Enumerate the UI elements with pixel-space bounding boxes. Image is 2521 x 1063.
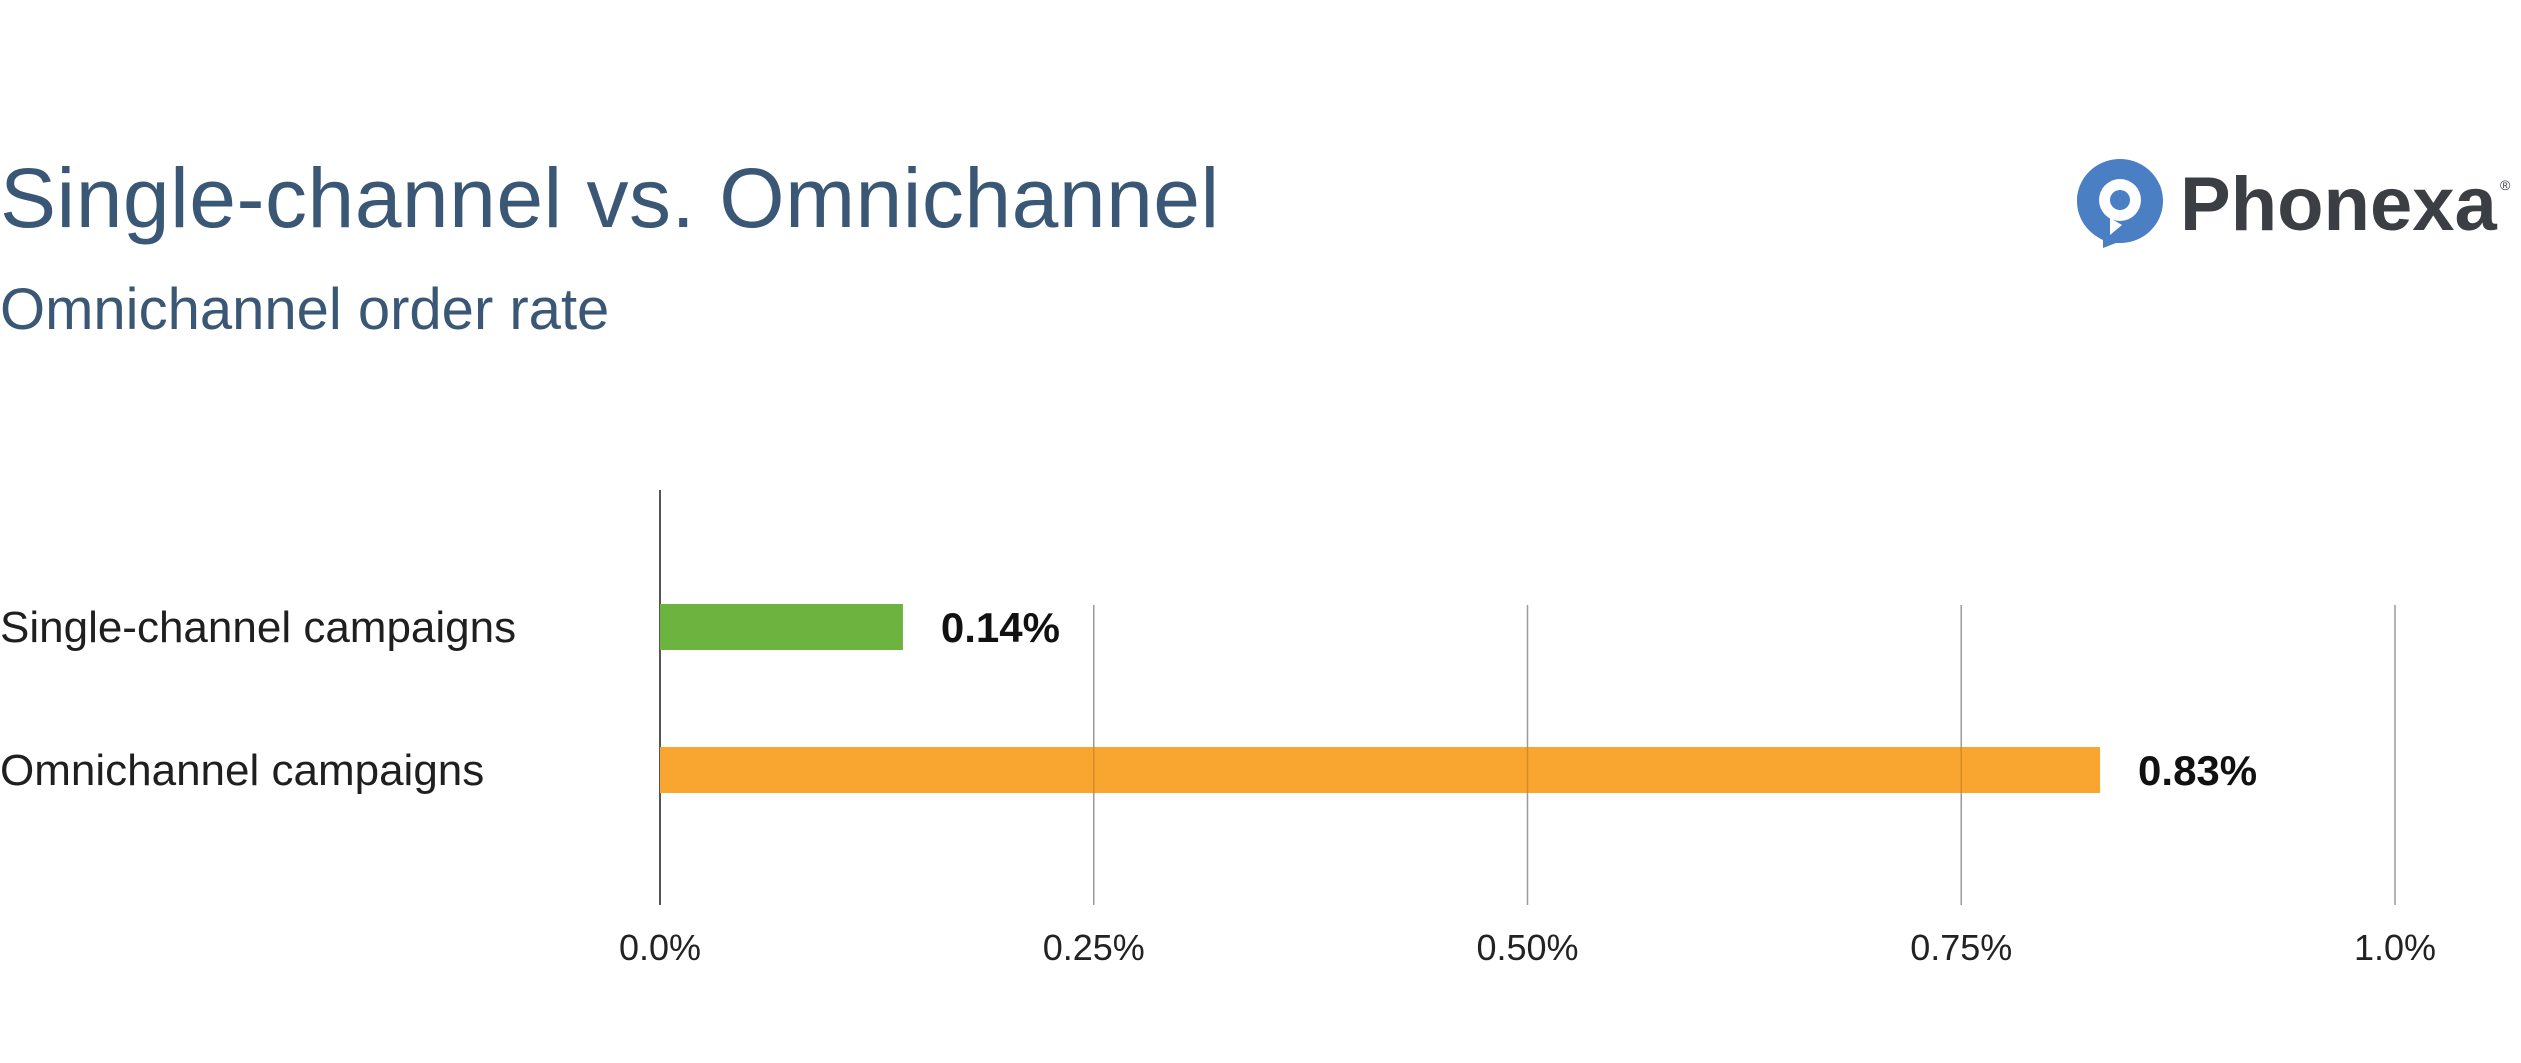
bars [660,604,2101,793]
category-label: Omnichannel campaigns [0,746,484,795]
bar [660,747,2101,793]
x-tick-label: 1.0% [2354,927,2436,968]
logo-wordmark: Phonexa [2180,162,2497,247]
chart-subtitle: Omnichannel order rate [0,277,610,342]
x-tick-label: 0.0% [619,927,701,968]
registered-mark: ® [2500,177,2511,193]
x-tick-label: 0.75% [1910,927,2012,968]
category-label: Single-channel campaigns [0,603,516,652]
phonexa-logo: Phonexa ® [2070,155,2510,250]
bar [660,604,903,650]
x-tick-labels: 0.0% 0.25% 0.50% 0.75% 1.0% [619,927,2436,968]
value-label: 0.83% [2138,747,2257,794]
category-labels: Single-channel campaigns Omnichannel camp… [0,603,516,795]
chart-title: Single-channel vs. Omnichannel [0,151,1220,245]
speech-pin-icon [2077,159,2163,248]
x-tick-label: 0.50% [1476,927,1578,968]
value-labels: 0.14% 0.83% [941,604,2257,794]
x-tick-label: 0.25% [1043,927,1145,968]
value-label: 0.14% [941,604,1060,651]
